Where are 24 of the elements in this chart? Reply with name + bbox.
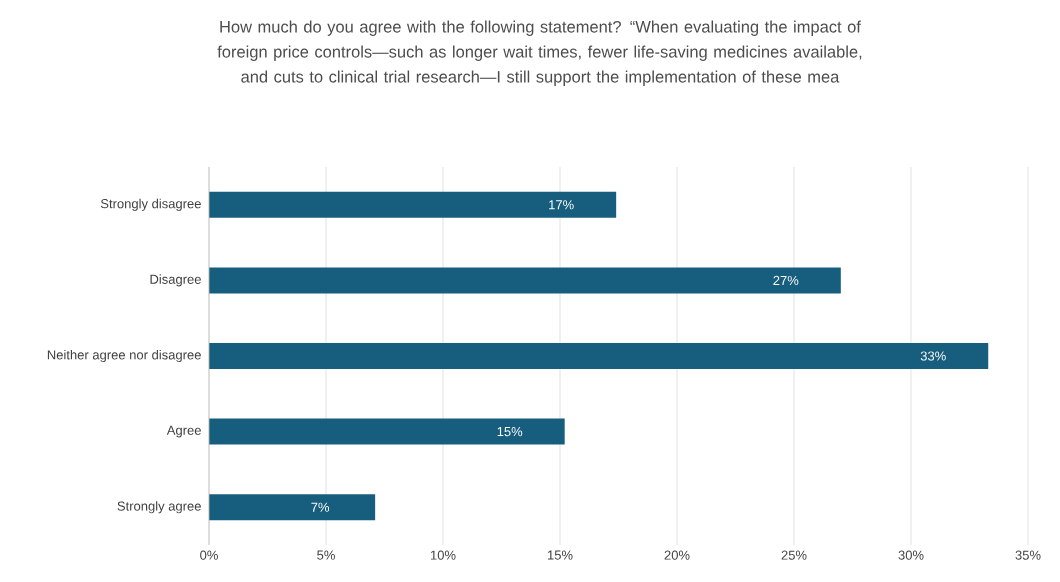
x-tick-label: 35%	[1015, 550, 1041, 560]
x-tick-label: 5%	[317, 550, 335, 560]
data-label: 33%	[920, 351, 946, 361]
x-tick-label: 25%	[781, 550, 807, 560]
chart-title: How much do you agree with the following statement? “When evaluating the impact of foreign price controls—such as longer wait times, fewer life-saving medicines available, and cuts to clinical trial research—I still support the implementation of these mea	[217, 20, 862, 86]
data-label: 15%	[497, 427, 523, 437]
data-label: 27%	[773, 275, 799, 285]
y-tick-label: Strongly agree	[117, 501, 201, 514]
data-label: 17%	[549, 200, 574, 210]
y-tick-label: Agree	[166, 425, 201, 438]
x-tick-label: 30%	[898, 550, 924, 560]
y-tick-label: Strongly disagree	[100, 198, 201, 211]
bar	[209, 191, 617, 218]
x-tick-label: 0%	[200, 550, 218, 560]
x-tick-label: 10%	[430, 550, 456, 560]
bar	[209, 494, 376, 521]
y-tick-label: Disagree	[150, 274, 201, 287]
x-tick-label: 15%	[547, 550, 573, 560]
bar	[209, 418, 565, 445]
bar	[209, 267, 841, 294]
bar	[209, 343, 989, 369]
y-tick-label: Neither agree nor disagree	[47, 349, 201, 363]
data-label: 7%	[311, 502, 330, 512]
x-tick-label: 20%	[664, 550, 690, 560]
